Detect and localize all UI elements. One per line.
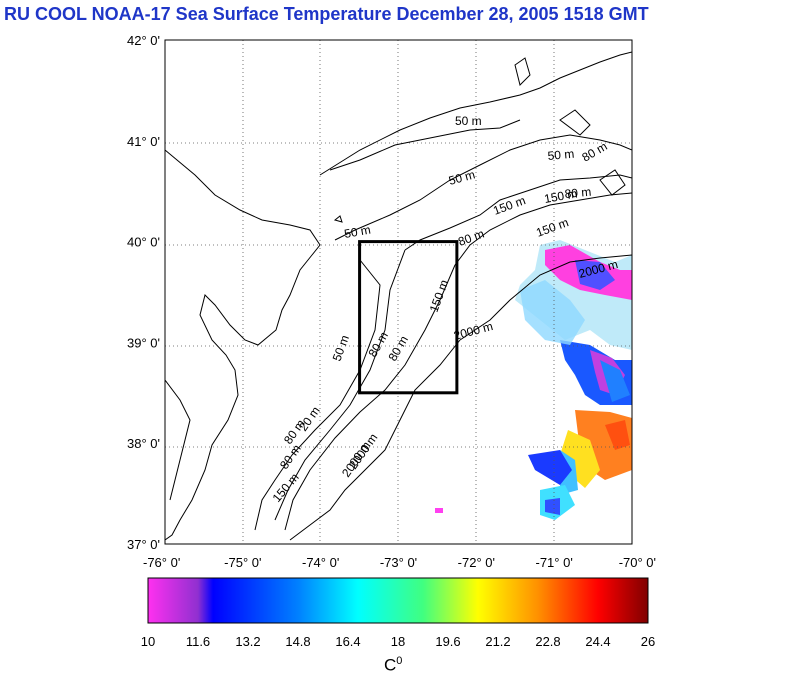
- longitude-label: -73° 0': [380, 555, 417, 570]
- contour-label: 2000 m: [452, 319, 494, 343]
- longitude-label: -76° 0': [143, 555, 180, 570]
- latitude-label: 37° 0': [127, 537, 160, 552]
- contour-label: 50 m: [447, 167, 476, 187]
- longitude-label: -75° 0': [224, 555, 261, 570]
- colorbar-tick-label: 16.4: [335, 634, 360, 649]
- sst-data-layer: [435, 240, 632, 520]
- unit-superscript: 0: [396, 655, 403, 667]
- colorbar: [147, 577, 649, 624]
- contour-label: 50 m: [455, 114, 482, 128]
- colorbar-tick-label: 26: [641, 634, 655, 649]
- study-area-box: [358, 240, 459, 395]
- contour-label: 50 m: [343, 223, 372, 241]
- colorbar-tick-label: 13.2: [235, 634, 260, 649]
- longitude-label: -70° 0': [619, 555, 656, 570]
- colorbar-tick-label: 18: [391, 634, 405, 649]
- contour-label: 150 m: [427, 278, 452, 314]
- longitude-label: -74° 0': [302, 555, 339, 570]
- contour-label: 20 m: [296, 404, 323, 434]
- contour-label: 50 m: [547, 147, 575, 163]
- longitude-labels: -76° 0' -75° 0' -74° 0' -73° 0' -72° 0' -71° …: [143, 555, 656, 570]
- map-title: RU COOL NOAA-17 Sea Surface Temperature …: [4, 4, 649, 24]
- latitude-label: 41° 0': [127, 134, 160, 149]
- contour-label: 80 m: [456, 227, 486, 249]
- longitude-label: -71° 0': [536, 555, 573, 570]
- unit-base: C: [384, 655, 397, 675]
- contour-label: 50 m: [330, 333, 352, 363]
- colorbar-tick-label: 19.6: [435, 634, 460, 649]
- latitude-label: 40° 0': [127, 235, 160, 250]
- latitude-label: 38° 0': [127, 436, 160, 451]
- colorbar-tick-label: 24.4: [585, 634, 610, 649]
- colorbar-tick-label: 14.8: [285, 634, 310, 649]
- contour-label: 80 m: [564, 185, 592, 201]
- contour-label: 150 m: [543, 186, 578, 206]
- contour-label: 150 m: [534, 215, 570, 240]
- longitude-label: -72° 0': [458, 555, 495, 570]
- colorbar-tick-label: 11.6: [186, 634, 210, 649]
- contour-label: 150 m: [270, 470, 302, 505]
- latitude-labels: 42° 0' 41° 0' 40° 0' 39° 0' 38° 0' 37° 0': [127, 33, 160, 552]
- colorbar-tick-label: 10: [141, 634, 155, 649]
- colorbar-ticks: 10 11.6 13.2 14.8 16.4 18 19.6 21.2 22.8 24.4 26: [141, 634, 655, 649]
- latitude-label: 39° 0': [127, 335, 160, 350]
- latitude-label: 42° 0': [127, 33, 160, 48]
- contour-label: 2000 m: [339, 439, 373, 480]
- colorbar-tick-label: 21.2: [485, 634, 510, 649]
- colorbar-tick-label: 22.8: [535, 634, 560, 649]
- colorbar-unit-label: C0: [384, 655, 402, 676]
- map-frame: [164, 39, 633, 545]
- gridlines: [165, 40, 632, 544]
- coastline-contours: [165, 51, 632, 541]
